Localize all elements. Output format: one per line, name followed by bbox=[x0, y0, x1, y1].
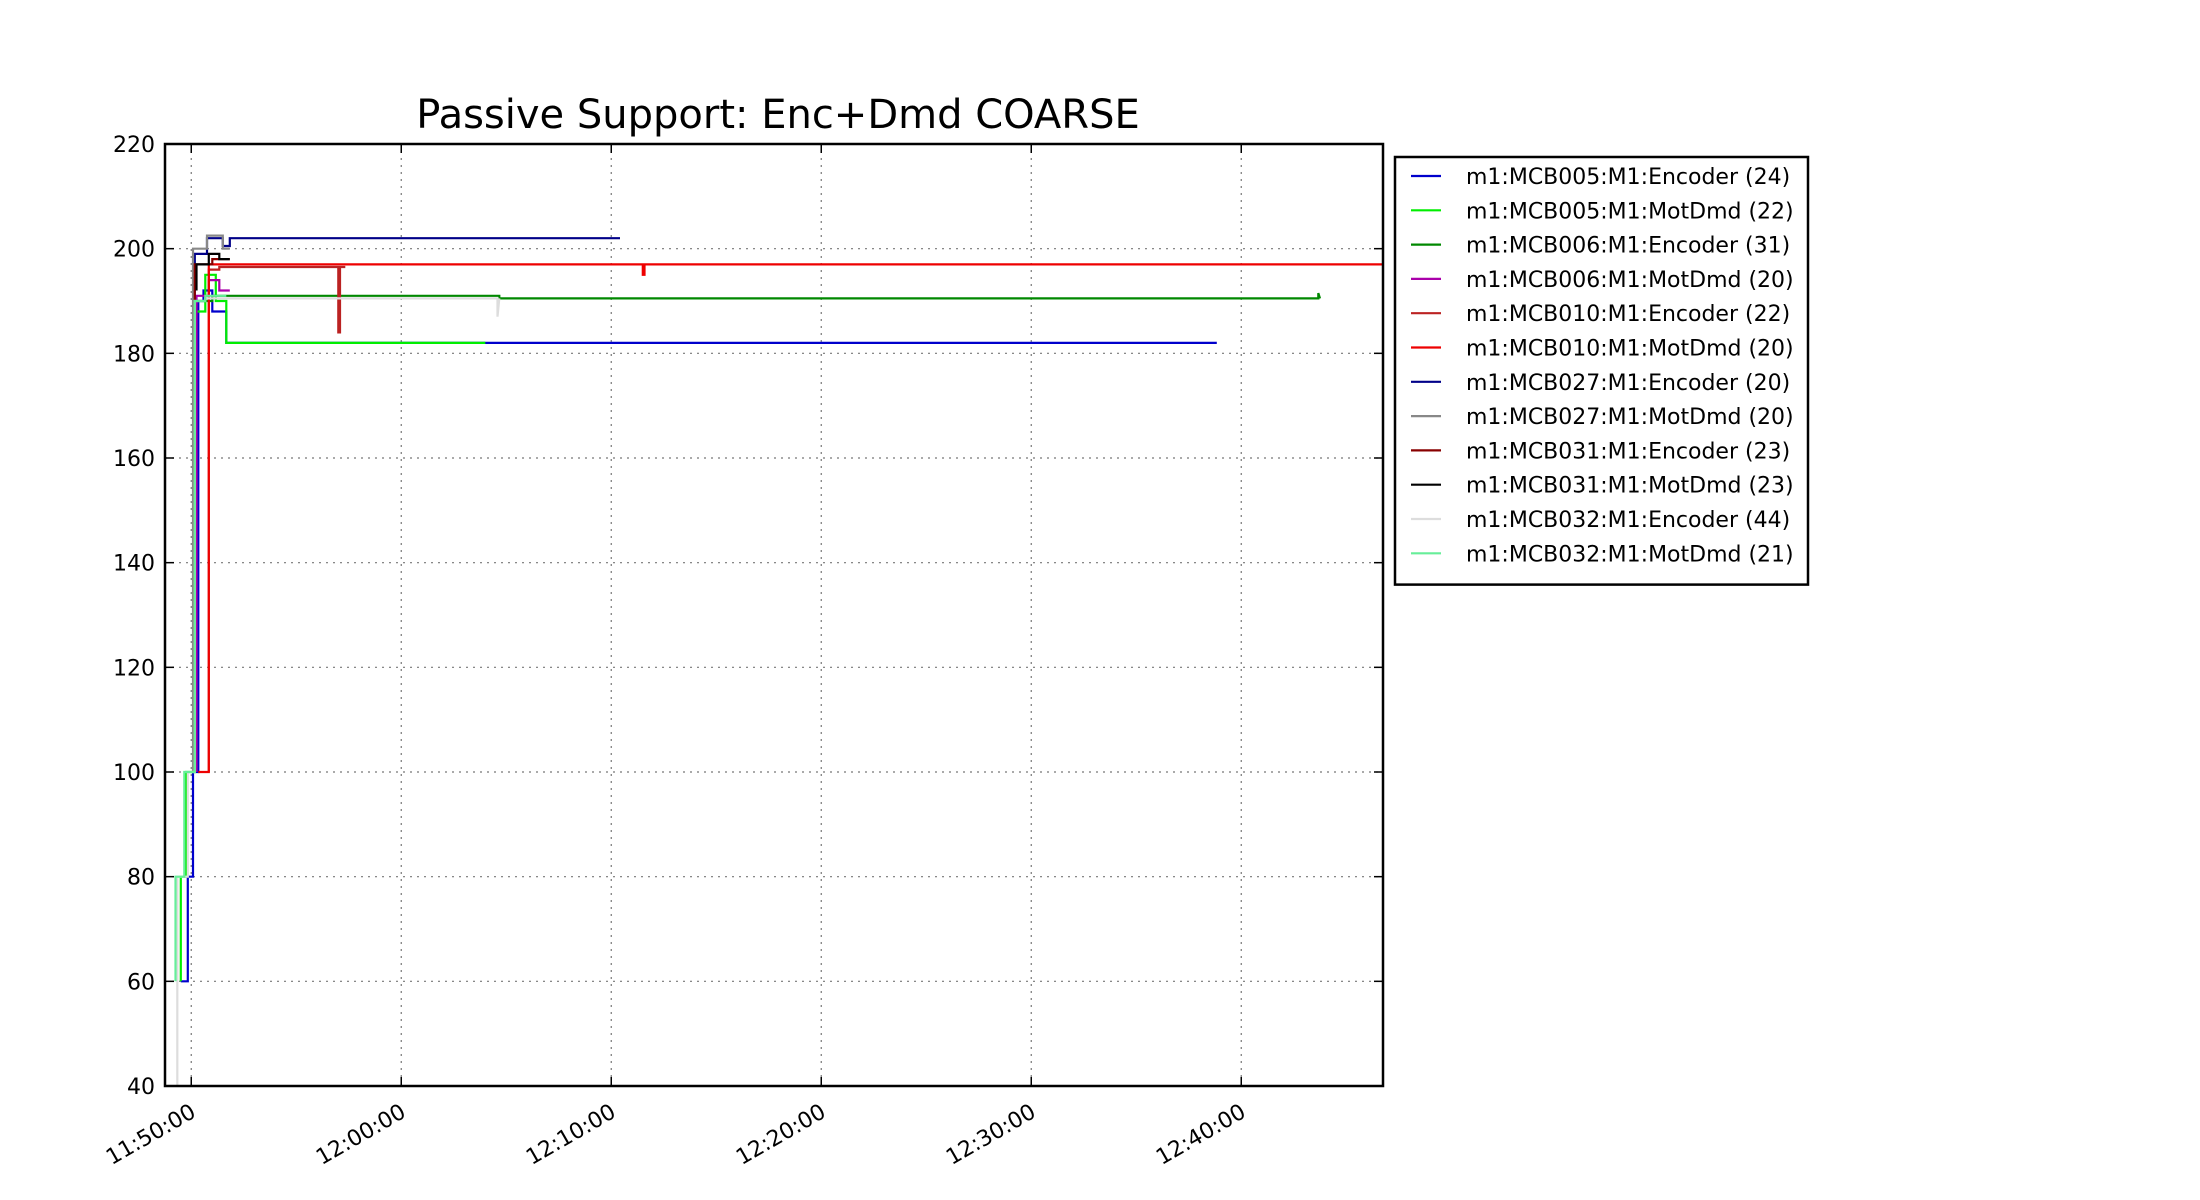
series-line-12 bbox=[174, 294, 227, 982]
legend-label: m1:MCB031:M1:MotDmd (23) bbox=[1466, 474, 1794, 499]
series-line-1 bbox=[180, 289, 1217, 983]
y-tick-label: 180 bbox=[113, 342, 155, 367]
x-tick-label: 12:00:00 bbox=[312, 1100, 410, 1171]
legend-label: m1:MCB032:M1:MotDmd (21) bbox=[1466, 542, 1794, 567]
legend-label: m1:MCB005:M1:Encoder (24) bbox=[1466, 165, 1790, 190]
x-tick-label: 11:50:00 bbox=[102, 1100, 200, 1171]
y-tick-label: 220 bbox=[113, 133, 155, 158]
y-tick-label: 60 bbox=[127, 970, 155, 995]
legend-label: m1:MCB005:M1:MotDmd (22) bbox=[1466, 199, 1794, 224]
grid bbox=[165, 144, 1383, 1086]
y-tick-label: 120 bbox=[113, 656, 155, 681]
y-axis: 40 60 80 100 120 140 160 180 200 220 bbox=[113, 133, 1383, 1100]
x-tick-label: 12:30:00 bbox=[942, 1100, 1040, 1171]
plot-frame bbox=[163, 142, 1385, 1088]
series-line-8 bbox=[191, 234, 230, 772]
series-line-10 bbox=[195, 252, 230, 291]
legend-label: m1:MCB006:M1:MotDmd (20) bbox=[1466, 268, 1794, 293]
x-tick-label: 12:40:00 bbox=[1152, 1100, 1250, 1171]
legend-label: m1:MCB006:M1:Encoder (31) bbox=[1466, 234, 1790, 259]
series-line-6 bbox=[198, 263, 1383, 774]
series-line-5 bbox=[207, 265, 346, 772]
legend-label: m1:MCB027:M1:Encoder (20) bbox=[1466, 371, 1790, 396]
series-line-7 bbox=[193, 237, 620, 772]
series-layer bbox=[174, 234, 1383, 1086]
legend-label: m1:MCB031:M1:Encoder (23) bbox=[1466, 439, 1790, 464]
legend-label: m1:MCB027:M1:MotDmd (20) bbox=[1466, 405, 1794, 430]
y-tick-label: 100 bbox=[113, 761, 155, 786]
y-tick-label: 40 bbox=[127, 1075, 155, 1100]
legend-label: m1:MCB010:M1:Encoder (22) bbox=[1466, 302, 1790, 327]
legend: m1:MCB005:M1:Encoder (24) m1:MCB005:M1:Mo… bbox=[1393, 155, 1810, 586]
series-line-9 bbox=[193, 258, 230, 772]
y-tick-label: 80 bbox=[127, 866, 155, 891]
y-tick-label: 140 bbox=[113, 552, 155, 577]
legend-label: m1:MCB010:M1:MotDmd (20) bbox=[1466, 337, 1794, 362]
legend-box bbox=[1393, 155, 1810, 586]
y-tick-label: 160 bbox=[113, 447, 155, 472]
chart-title: Passive Support: Enc+Dmd COARSE bbox=[416, 92, 1139, 138]
series-line-3 bbox=[193, 292, 1322, 772]
y-tick-label: 200 bbox=[113, 238, 155, 263]
x-tick-label: 12:20:00 bbox=[732, 1100, 830, 1171]
series-line-11 bbox=[176, 297, 501, 1086]
legend-label: m1:MCB032:M1:Encoder (44) bbox=[1466, 508, 1790, 533]
x-tick-label: 12:10:00 bbox=[522, 1100, 620, 1171]
series-line-2 bbox=[179, 273, 486, 982]
